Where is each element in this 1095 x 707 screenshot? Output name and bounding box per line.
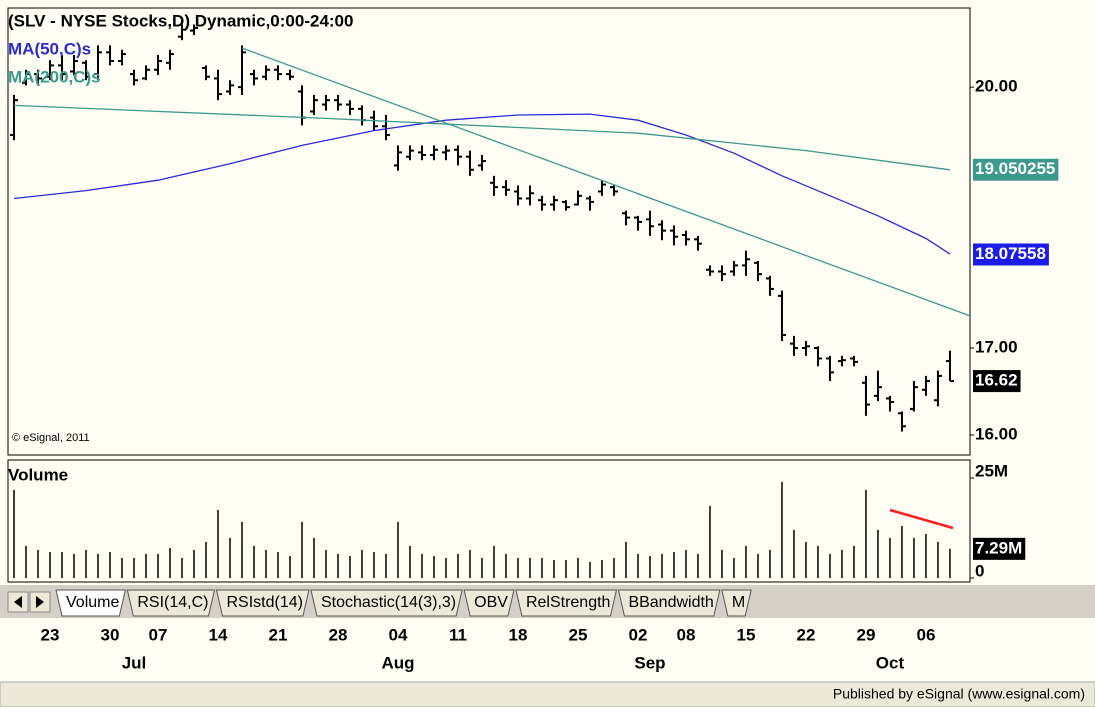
last-value-label: 18.07558: [973, 243, 1049, 266]
volume-annotation: [889, 508, 954, 530]
tab[interactable]: Volume: [55, 589, 127, 617]
x-tick-label: 22: [797, 625, 816, 644]
price-panel: [7, 7, 971, 456]
scroll-left[interactable]: [7, 591, 29, 613]
tab-label: BBandwidth: [628, 594, 713, 611]
tab[interactable]: M: [721, 589, 752, 617]
tab-label: RSIstd(14): [227, 594, 303, 611]
tab-label: RSI(14,C): [137, 594, 208, 611]
tab-label: M: [732, 594, 745, 611]
y-tick-label: 20.00: [975, 77, 1018, 96]
last-value-text: 16.62: [975, 371, 1018, 390]
x-tick-label: 04: [389, 625, 408, 644]
last-value-label: 7.29M: [973, 537, 1026, 560]
x-tick-label: 08: [677, 625, 696, 644]
tab-shape: [310, 589, 463, 617]
last-value-box: [973, 158, 1059, 181]
x-tick-label: 15: [737, 625, 756, 644]
legend-entry: MA(200,C)s: [8, 67, 101, 86]
chart-title: (SLV - NYSE Stocks,D) Dynamic,0:00-24:00: [8, 11, 353, 30]
last-value-box: [973, 243, 1049, 266]
x-tick-label: 14: [209, 625, 228, 644]
tab-shape: [463, 589, 515, 617]
last-value-box: [973, 370, 1021, 393]
legend-entry: MA(50,C)s: [8, 39, 91, 58]
tab[interactable]: OBV: [463, 589, 515, 617]
x-tick-label: 28: [329, 625, 348, 644]
tab-shape: [126, 589, 216, 617]
x-tick-label: 30: [101, 625, 120, 644]
tab[interactable]: RSIstd(14): [215, 589, 310, 617]
volume-panel: [7, 459, 971, 583]
month-label: Sep: [634, 653, 665, 672]
x-tick-label: 07: [149, 625, 168, 644]
month-label: Oct: [876, 653, 905, 672]
volume-tick-label: 25M: [975, 461, 1008, 480]
volume-tick-label: 0: [975, 561, 984, 580]
tab[interactable]: Stochastic(14(3),3): [310, 589, 463, 617]
tab-label: OBV: [474, 594, 508, 611]
last-value-text: 7.29M: [975, 538, 1022, 557]
tab[interactable]: BBandwidth: [617, 589, 721, 617]
copyright: © eSignal, 2011: [12, 432, 90, 444]
tab-label: Stochastic(14(3),3): [321, 594, 456, 611]
tab-shape: [55, 589, 127, 617]
tab-shape: [215, 589, 310, 617]
tab-label: RelStrength: [526, 594, 611, 611]
x-tick-label: 02: [629, 625, 648, 644]
scroll-right[interactable]: [29, 591, 51, 613]
trendline: [241, 47, 971, 317]
x-tick-label: 23: [41, 625, 60, 644]
y-tick-label: 17.00: [975, 338, 1018, 357]
moving-average: [13, 113, 951, 255]
volume-title: Volume: [8, 465, 68, 484]
last-value-text: 19.050255: [975, 159, 1055, 178]
tab[interactable]: RSI(14,C): [126, 589, 216, 617]
last-value-text: 18.07558: [975, 244, 1046, 263]
x-tick-label: 29: [857, 625, 876, 644]
month-label: Jul: [122, 653, 147, 672]
x-tick-label: 06: [917, 625, 936, 644]
tab[interactable]: RelStrength: [515, 589, 618, 617]
x-tick-label: 11: [449, 625, 467, 644]
moving-average: [13, 104, 951, 171]
y-tick-label: 16.00: [975, 424, 1018, 443]
footer-bar: [0, 681, 1095, 707]
footer: Published by eSignal (www.esignal.com): [833, 686, 1085, 702]
last-value-label: 19.050255: [973, 158, 1059, 181]
last-value-box: [973, 537, 1026, 560]
tab-shape: [515, 589, 618, 617]
tab-label: Volume: [66, 594, 119, 611]
last-value-label: 16.62: [973, 370, 1021, 393]
tab-shape: [617, 589, 721, 617]
tab-shape: [721, 589, 752, 617]
x-tick-label: 21: [269, 625, 288, 644]
x-tick-label: 25: [569, 625, 588, 644]
month-label: Aug: [381, 653, 414, 672]
x-tick-label: 18: [509, 625, 528, 644]
